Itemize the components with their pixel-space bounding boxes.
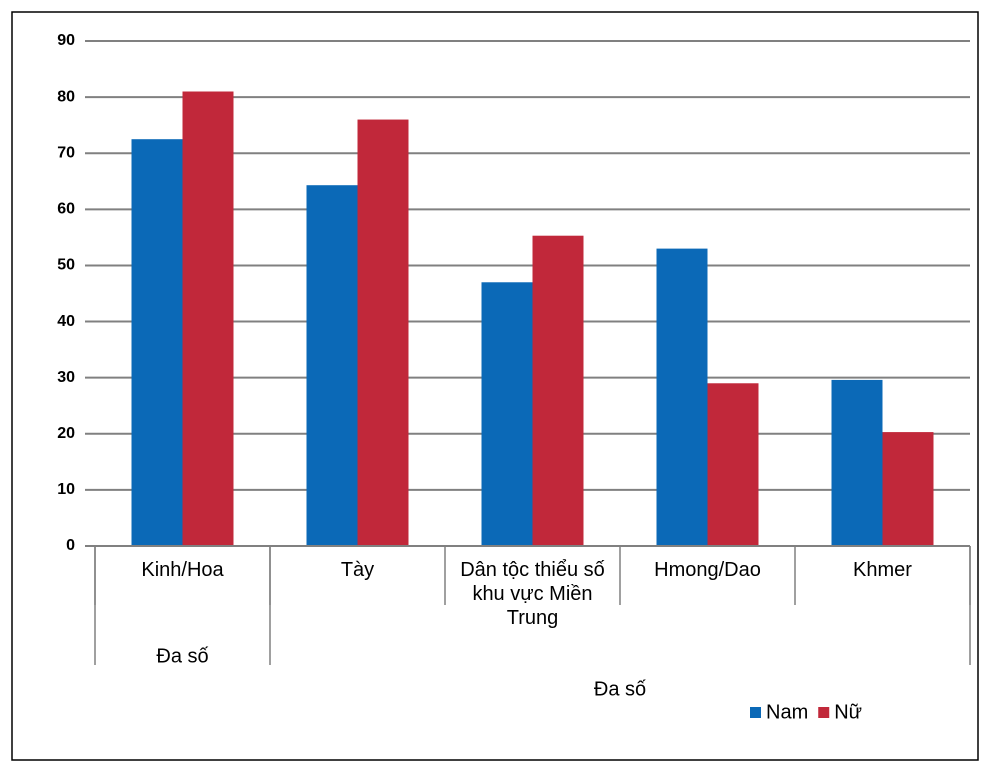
y-tick-label: 60 [57,201,75,218]
group-label: Đa số [156,645,208,667]
group-label: Đa số [594,678,646,700]
bar [357,119,409,547]
bar [656,248,708,546]
bar [882,432,934,546]
y-tick-label: 70 [57,144,75,161]
y-tick-label: 10 [57,481,75,498]
legend-swatch [818,707,830,718]
bar [481,282,533,546]
y-tick-label: 50 [57,257,75,274]
y-tick-label: 40 [57,313,75,330]
y-tick-label: 20 [57,425,75,442]
x-tick-label: Tày [340,559,375,581]
bar [707,383,759,546]
x-tick-label: Hmong/Dao [654,559,761,581]
legend-label: Nữ [834,701,862,723]
legend-label: Nam [766,701,808,723]
x-tick-label: Dân tộc thiểu số khu vực Miền Trung [460,559,605,629]
x-tick-label: Kinh/Hoa [141,559,224,581]
y-tick-label: 30 [57,369,75,386]
legend-swatch [750,707,761,718]
bar [831,379,883,546]
frame [11,11,979,761]
bar [306,185,358,546]
bar [182,91,234,546]
y-tick-label: 80 [57,88,75,105]
bar [131,139,183,546]
y-tick-label: 0 [66,537,75,554]
bar [532,235,584,546]
x-tick-label: Khmer [853,559,912,581]
y-tick-label: 90 [57,32,75,49]
